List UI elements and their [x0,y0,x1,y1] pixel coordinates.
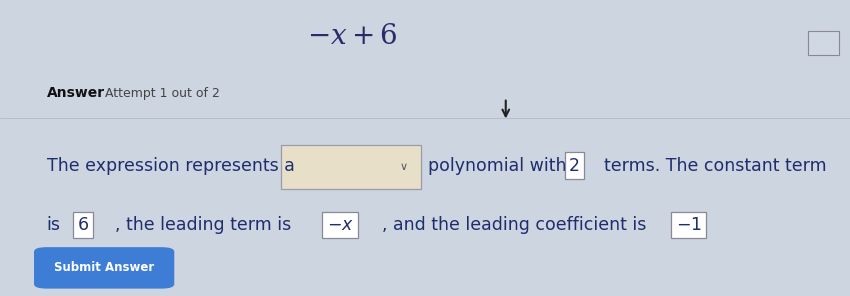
FancyBboxPatch shape [34,247,174,289]
Text: , the leading term is: , the leading term is [115,216,291,234]
Text: $-1$: $-1$ [676,216,701,234]
Text: 2: 2 [570,157,580,175]
FancyBboxPatch shape [808,31,839,55]
Text: polynomial with: polynomial with [428,157,566,175]
Text: Answer: Answer [47,86,105,100]
Text: Attempt 1 out of 2: Attempt 1 out of 2 [105,87,219,100]
Text: The expression represents a: The expression represents a [47,157,295,175]
Text: $-x$: $-x$ [326,216,354,234]
Text: terms. The constant term: terms. The constant term [604,157,826,175]
Text: Submit Answer: Submit Answer [54,261,154,274]
Text: 6: 6 [77,216,89,234]
Text: $-x+6$: $-x+6$ [308,22,398,49]
Text: ∨: ∨ [400,162,408,172]
Text: , and the leading coefficient is: , and the leading coefficient is [382,216,647,234]
FancyBboxPatch shape [280,145,421,189]
Text: is: is [47,216,60,234]
